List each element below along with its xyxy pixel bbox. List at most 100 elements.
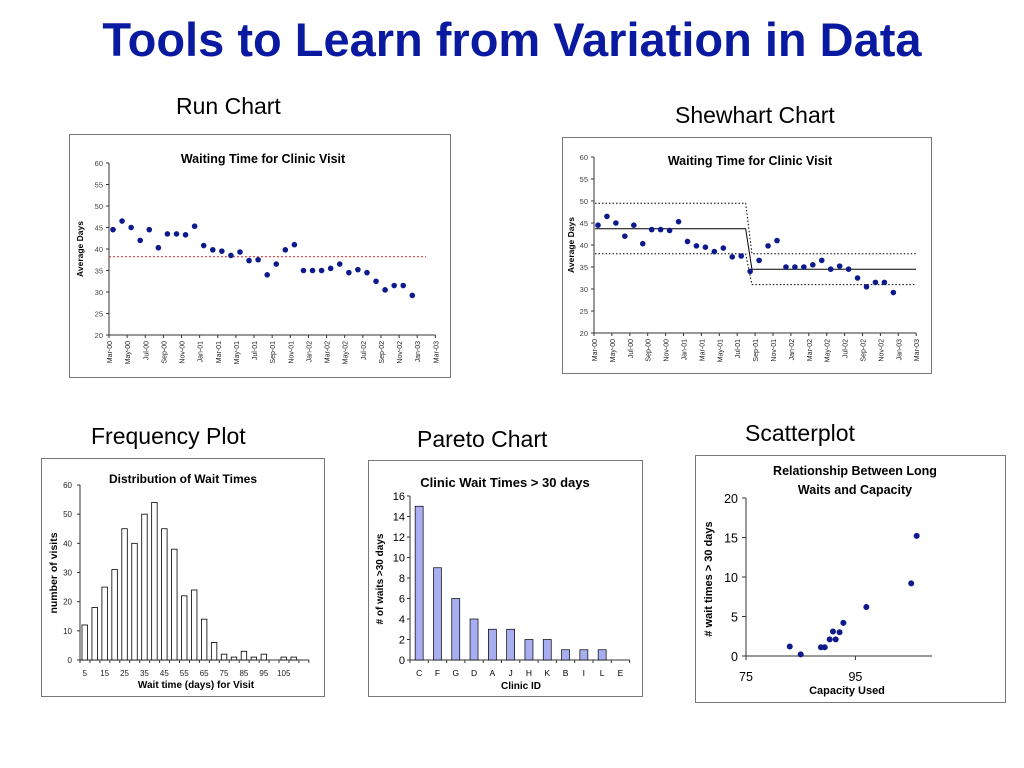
run-data-point <box>219 248 225 254</box>
run-y-tick-label: 40 <box>95 245 103 254</box>
slide-title: Tools to Learn from Variation in Data <box>102 13 922 66</box>
run-y-tick-label: 55 <box>95 181 103 190</box>
shewhart-x-tick-label: Jan-01 <box>682 339 689 361</box>
shewhart-x-tick-label: May-02 <box>825 339 832 362</box>
scatter-y-tick-label: 10 <box>724 571 738 585</box>
shewhart-x-tick-label: Mar-02 <box>807 339 814 361</box>
run-data-point <box>300 267 307 274</box>
frequency-bar <box>191 589 198 661</box>
shewhart-data-point <box>783 264 789 270</box>
shewhart-data-point <box>792 264 798 270</box>
pareto-y-tick-label: 10 <box>393 553 405 565</box>
shewhart-data-point <box>613 220 619 226</box>
pareto-bar <box>561 649 570 661</box>
shewhart-x-tick-label: Jul-01 <box>735 339 742 358</box>
shewhart-chart-panel: Waiting Time for Clinic Visit 20 25 30 35 40 4… <box>562 137 932 374</box>
frequency-x-tick-label: 45 <box>160 669 169 678</box>
shewhart-x-tick-label: May-01 <box>717 339 724 362</box>
frequency-bar <box>260 653 268 661</box>
frequency-bar <box>131 542 138 661</box>
shewhart-y-tick-label: 60 <box>580 153 588 162</box>
pareto-x-tick-label: I <box>583 668 585 678</box>
frequency-x-tick-label: 105 <box>277 669 291 678</box>
shewhart-y-tick-label: 20 <box>580 329 588 338</box>
scatter-data-point <box>913 532 920 539</box>
frequency-bar <box>210 642 218 661</box>
pareto-x-axis-label: Clinic ID <box>501 681 541 692</box>
pareto-bar <box>506 628 515 661</box>
scatterplot-panel: Relationship Between Long Waits and Capac… <box>695 455 1006 703</box>
shewhart-y-tick-label: 40 <box>580 241 588 250</box>
run-y-tick-label: 20 <box>95 331 103 340</box>
shewhart-data-point <box>720 245 727 251</box>
shewhart-data-point <box>684 238 691 245</box>
shewhart-chart: Waiting Time for Clinic Visit 20 25 30 35 40 4… <box>566 153 921 362</box>
pareto-chart-caption: Pareto Chart <box>417 426 548 452</box>
shewhart-data-point <box>693 243 700 249</box>
frequency-x-tick-label: 25 <box>120 669 129 678</box>
frequency-y-tick-label: 30 <box>63 569 72 578</box>
run-data-point <box>309 267 316 274</box>
frequency-bar <box>91 607 98 661</box>
shewhart-data-point <box>648 226 655 233</box>
run-data-point <box>200 242 207 249</box>
run-y-tick-label: 30 <box>95 288 103 297</box>
run-data-point <box>400 282 407 289</box>
run-data-point <box>182 232 189 238</box>
shewhart-data-point <box>657 226 664 233</box>
shewhart-data-point <box>756 257 762 264</box>
frequency-x-tick-label: 75 <box>220 669 229 678</box>
run-data-point <box>110 226 116 233</box>
run-x-tick-label: Nov-00 <box>180 341 187 364</box>
frequency-bar <box>220 653 228 661</box>
frequency-plot-caption: Frequency Plot <box>91 423 246 449</box>
run-data-point <box>246 257 252 264</box>
frequency-bar <box>200 618 208 661</box>
shewhart-title: Waiting Time for Clinic Visit <box>668 154 833 168</box>
frequency-plot: Distribution of Wait Times 0 10 20 30 40 50 60 5… <box>48 472 310 691</box>
pareto-bar <box>469 618 479 661</box>
frequency-bar <box>161 528 168 661</box>
pareto-y-axis-label: # of waits >30 days <box>375 533 386 624</box>
frequency-y-tick-label: 20 <box>63 598 72 607</box>
run-data-point <box>264 272 270 278</box>
run-data-point <box>255 256 261 263</box>
pareto-x-tick-label: H <box>526 668 532 678</box>
run-x-tick-label: May-02 <box>343 341 350 364</box>
shewhart-y-tick-label: 30 <box>580 285 588 294</box>
pareto-title: Clinic Wait Times > 30 days <box>420 475 589 490</box>
shewhart-data-point <box>827 266 834 272</box>
scatter-x-axis-label: Capacity Used <box>809 685 885 697</box>
run-x-tick-label: Mar-01 <box>216 341 223 363</box>
shewhart-data-point <box>738 253 744 259</box>
pareto-y-tick-label: 6 <box>399 594 405 606</box>
frequency-bar <box>280 656 287 661</box>
frequency-bar <box>250 656 258 661</box>
pareto-chart: Clinic Wait Times > 30 days 0 2 4 6 8 10 12 14 16… <box>375 475 631 692</box>
pareto-bar <box>524 639 534 661</box>
shewhart-y-tick-label: 50 <box>580 197 588 206</box>
pareto-x-tick-label: K <box>544 668 550 678</box>
scatter-data-point <box>786 643 793 650</box>
scatter-x-tick-label: 75 <box>739 670 753 684</box>
run-data-point <box>318 267 325 274</box>
shewhart-data-point <box>595 222 601 228</box>
pareto-x-tick-label: A <box>490 668 496 678</box>
run-y-tick-label: 45 <box>95 224 103 233</box>
pareto-x-tick-label: G <box>452 668 459 678</box>
pareto-bar <box>597 649 607 661</box>
shewhart-data-point <box>765 243 771 249</box>
shewhart-x-tick-label: Jan-02 <box>789 339 796 361</box>
pareto-bar <box>433 567 442 661</box>
scatter-data-point <box>797 651 804 658</box>
frequency-x-tick-label: 65 <box>200 669 209 678</box>
frequency-y-tick-label: 0 <box>68 656 73 665</box>
shewhart-x-tick-label: Jan-03 <box>896 339 903 361</box>
shewhart-data-point <box>604 213 610 220</box>
run-x-tick-label: Mar-00 <box>107 341 114 363</box>
scatterplot-caption: Scatterplot <box>745 420 855 446</box>
shewhart-data-point <box>836 263 843 269</box>
frequency-y-tick-label: 50 <box>63 510 72 519</box>
shewhart-data-point <box>622 233 628 239</box>
shewhart-center-line <box>595 228 916 270</box>
